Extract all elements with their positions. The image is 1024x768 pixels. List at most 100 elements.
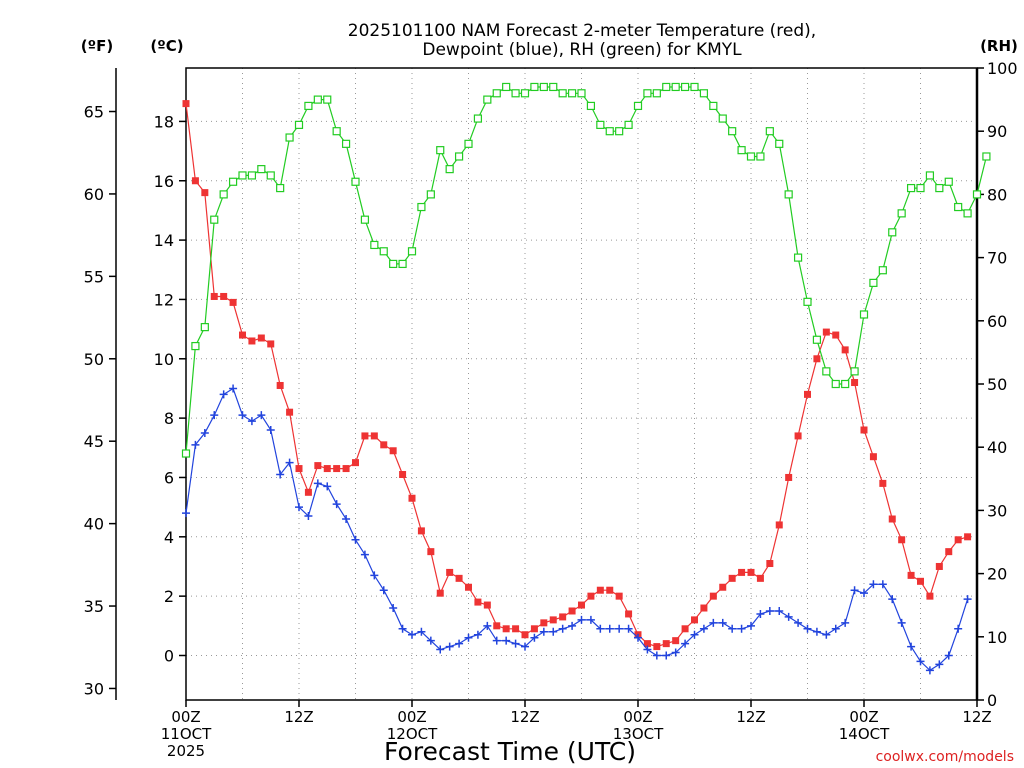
data-point (351, 177, 360, 186)
data-point (643, 89, 652, 98)
data-point (709, 101, 718, 111)
data-point (784, 190, 793, 199)
x-tick-label: 00Z (397, 708, 426, 726)
data-point (832, 331, 840, 339)
data-point (408, 494, 416, 502)
data-point (276, 381, 284, 389)
data-point (916, 183, 925, 193)
data-point (972, 190, 982, 199)
data-point (935, 660, 944, 669)
data-point (615, 127, 624, 136)
data-point (201, 189, 209, 197)
data-point (276, 470, 285, 479)
data-point (370, 240, 379, 250)
data-point (850, 586, 859, 595)
data-point (851, 379, 859, 387)
celsius-tick-label: 18 (154, 112, 174, 131)
data-point (907, 642, 916, 651)
data-point (869, 580, 878, 589)
data-point (756, 574, 764, 582)
data-point (671, 648, 680, 657)
data-point (662, 640, 670, 648)
data-point (671, 82, 680, 92)
data-point (945, 548, 953, 556)
data-point (483, 621, 492, 630)
data-point (191, 177, 199, 185)
data-point (229, 298, 237, 306)
data-point (596, 586, 604, 594)
data-point (417, 202, 426, 212)
data-point (286, 408, 294, 416)
data-point (860, 426, 868, 434)
data-point (605, 624, 614, 633)
series-markers-rh (181, 82, 991, 458)
fahrenheit-tick-label: 65 (84, 103, 104, 122)
data-point (360, 550, 369, 559)
rh-tick-label: 40 (987, 438, 1007, 457)
data-point (662, 82, 671, 92)
data-point (304, 101, 313, 111)
data-point (615, 592, 623, 600)
data-point (521, 642, 529, 651)
data-point (860, 589, 868, 598)
data-point (822, 630, 831, 639)
data-point (502, 82, 511, 92)
x-tick-label: 00Z (171, 708, 200, 726)
celsius-tick-label: 0 (164, 646, 174, 665)
celsius-tick-label: 10 (154, 350, 174, 369)
rh-tick-label: 80 (987, 185, 1007, 204)
x-tick-label: 11OCT (161, 725, 212, 743)
data-point (304, 512, 313, 521)
data-point (691, 616, 698, 624)
data-point (737, 624, 746, 633)
data-point (426, 636, 435, 645)
data-point (492, 89, 501, 98)
data-point (558, 624, 567, 633)
x-tick-label: 00Z (849, 708, 878, 726)
data-point (417, 627, 426, 636)
data-point (333, 465, 341, 473)
axes: 0 2 4 6 8 10 12 14 16 18 30 35 40 45 50 55 60 65 0 10 20 30 40… (84, 59, 1018, 760)
data-point (370, 571, 379, 580)
data-point (502, 625, 510, 633)
data-point (521, 631, 529, 639)
data-point (539, 82, 548, 92)
rh-tick-label: 20 (987, 565, 1007, 584)
data-point (549, 627, 558, 636)
data-point (680, 82, 690, 92)
data-point (850, 367, 859, 376)
data-point (493, 622, 501, 630)
chart-title-line1: 2025101100 NAM Forecast 2-meter Temperat… (348, 21, 816, 41)
data-point (803, 624, 812, 633)
x-tick-label: 12Z (736, 708, 765, 726)
x-tick-label: 00Z (623, 708, 652, 726)
data-point (379, 247, 388, 256)
data-point (539, 627, 548, 636)
data-point (455, 574, 463, 582)
data-point (520, 89, 530, 98)
data-point (511, 89, 520, 98)
data-point (200, 428, 209, 437)
rh-tick-label: 70 (987, 249, 1007, 268)
data-point (257, 411, 266, 420)
data-point (586, 615, 595, 624)
data-point (699, 89, 709, 98)
data-point (323, 465, 331, 473)
data-point (407, 247, 417, 256)
data-point (633, 101, 643, 111)
celsius-tick-label: 2 (164, 587, 174, 606)
data-point (239, 331, 246, 339)
data-point (907, 571, 915, 579)
data-point (238, 411, 247, 420)
data-point (200, 323, 209, 332)
data-point (822, 328, 830, 336)
data-point (869, 278, 878, 287)
data-point (652, 89, 661, 98)
fahrenheit-tick-label: 35 (84, 597, 104, 616)
data-point (784, 612, 793, 621)
data-point (427, 548, 435, 556)
data-point (625, 610, 633, 618)
data-point (445, 642, 454, 651)
data-point (323, 95, 332, 104)
data-point (323, 482, 332, 491)
